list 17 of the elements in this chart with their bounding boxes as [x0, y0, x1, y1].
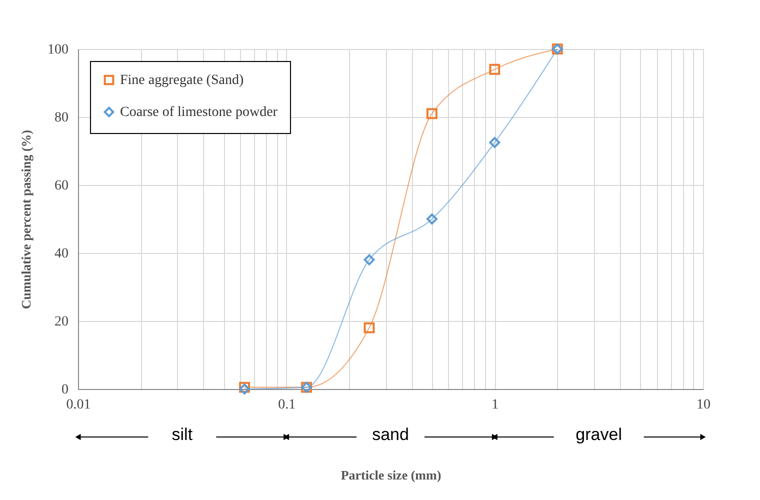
y-tick-label: 60 [54, 178, 68, 194]
y-tick-label: 0 [62, 382, 68, 398]
legend-label: Coarse of limestone powder [120, 105, 278, 120]
x-tick-label: 10 [696, 398, 710, 412]
x-tick-label: 0.01 [66, 398, 91, 412]
x-axis-title: Particle size (mm) [340, 468, 442, 482]
legend-label: Fine aggregate (Sand) [120, 73, 244, 88]
x-tick-label: 0.1 [278, 398, 296, 412]
text: sand [372, 425, 409, 444]
text: silt [172, 425, 193, 444]
x-tick-label: 1 [492, 398, 499, 412]
y-axis-title: Cumulative percent passing (%) [18, 130, 34, 310]
y-tick-label: 100 [48, 42, 68, 58]
y-tick-label: 20 [54, 314, 68, 330]
text: gravel [576, 425, 622, 444]
y-tick-label: 80 [54, 110, 68, 126]
y-tick-label: 40 [54, 246, 68, 262]
